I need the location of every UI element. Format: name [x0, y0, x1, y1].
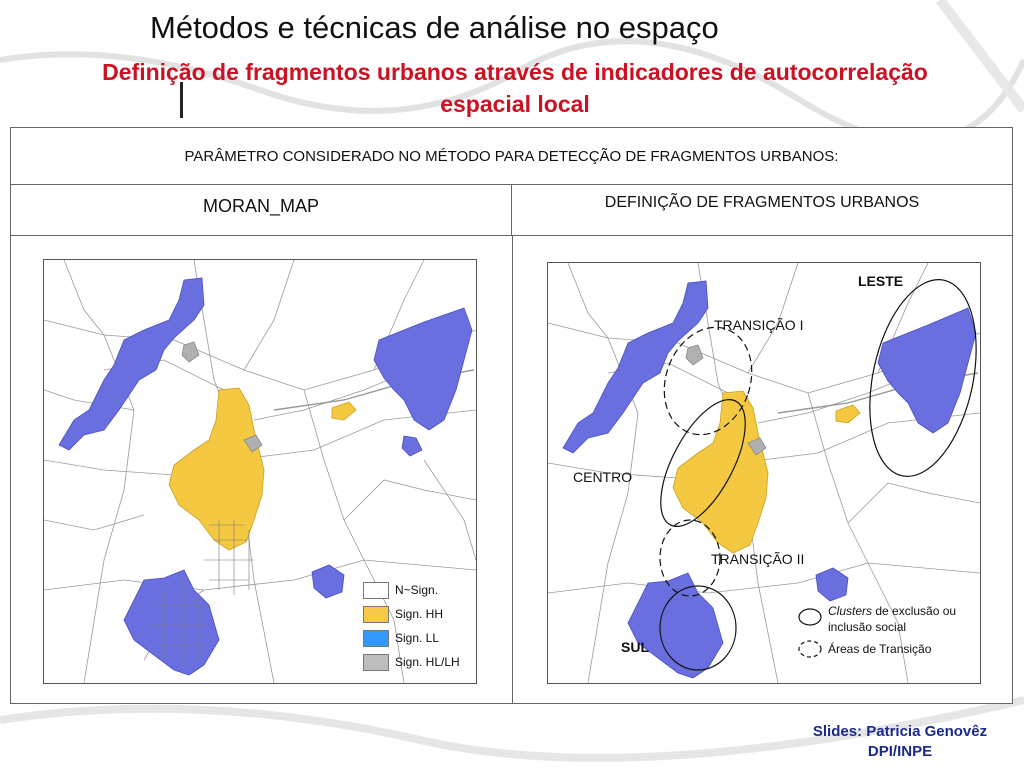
legend-swatch-hl-lh — [363, 654, 389, 671]
legend-item-ll: Sign. LL — [363, 630, 493, 654]
column-header-fragment-definition: DEFINIÇÃO DE FRAGMENTOS URBANOS — [512, 185, 1012, 236]
cluster-ll-areas — [58, 277, 473, 676]
label-centro: CENTRO — [573, 469, 633, 485]
moran-map — [43, 259, 477, 684]
legend-label-hh: Sign. HH — [395, 607, 444, 621]
label-transicao-1: TRANSIÇÃO I — [714, 317, 804, 333]
content-table: PARÂMETRO CONSIDERADO NO MÉTODO PARA DET… — [10, 127, 1013, 704]
column-header-moran-map: MORAN_MAP — [11, 185, 512, 236]
credits-institution: DPI/INPE — [867, 743, 933, 760]
cluster-outlines — [659, 279, 977, 671]
legend-item-hh: Sign. HH — [363, 606, 493, 630]
block-grid — [149, 520, 254, 665]
legend-label-nsign: N~Sign. — [395, 583, 439, 597]
legend-transition: Áreas de Transição — [828, 642, 932, 656]
label-leste: LESTE — [858, 273, 904, 289]
legend-swatch-ll — [363, 630, 389, 647]
outline-sul — [659, 585, 737, 671]
legend-label-hl-lh: Sign. HL/LH — [395, 655, 460, 669]
legend-dashed-ellipse-icon — [798, 640, 822, 658]
legend-swatch-nsign — [363, 582, 389, 599]
urban-fragments-map-drawing — [548, 263, 980, 683]
cluster-hl-lh-areas — [685, 344, 767, 456]
legend-clusters-text: de exclusão ou inclusão social — [828, 604, 957, 634]
legend-label-ll: Sign. LL — [395, 631, 440, 645]
outline-transicao-2 — [659, 519, 721, 597]
urban-fragments-map: LESTE TRANSIÇÃO I CENTRO TRANSIÇÃO II SU… — [547, 262, 981, 684]
page-title: Métodos e técnicas de análise no espaço — [150, 10, 719, 45]
outline-leste — [869, 279, 977, 477]
legend-clusters-em: Clusters — [828, 604, 873, 618]
legend-solid-ellipse-icon — [798, 608, 822, 626]
legend-item-nsign: N~Sign. — [363, 582, 493, 606]
moran-map-legend: N~Sign. Sign. HH Sign. LL Sign. HL/LH — [363, 582, 493, 678]
moran-map-drawing — [44, 260, 476, 683]
table-header: PARÂMETRO CONSIDERADO NO MÉTODO PARA DET… — [11, 128, 1012, 185]
legend-swatch-hh — [363, 606, 389, 623]
label-transicao-2: TRANSIÇÃO II — [711, 551, 805, 567]
page-subtitle: Definição de fragmentos urbanos através … — [102, 59, 928, 117]
cluster-hh-areas — [168, 387, 357, 551]
cluster-ll-areas — [562, 280, 977, 679]
column-divider — [512, 236, 513, 703]
slide-credits: Slides: Patricia Genovêz DPI/INPE — [780, 722, 1020, 762]
label-sul: SUL — [621, 639, 649, 655]
map-legend-symbols — [798, 608, 822, 658]
credits-author: Slides: Patricia Genovêz — [812, 723, 988, 740]
legend-item-hl-lh: Sign. HL/LH — [363, 654, 493, 678]
title-divider — [180, 82, 183, 118]
outline-centro — [660, 399, 746, 527]
cluster-hl-lh-areas — [181, 341, 263, 453]
legend-clusters: Clusters de exclusão ou inclusão social — [828, 603, 973, 635]
